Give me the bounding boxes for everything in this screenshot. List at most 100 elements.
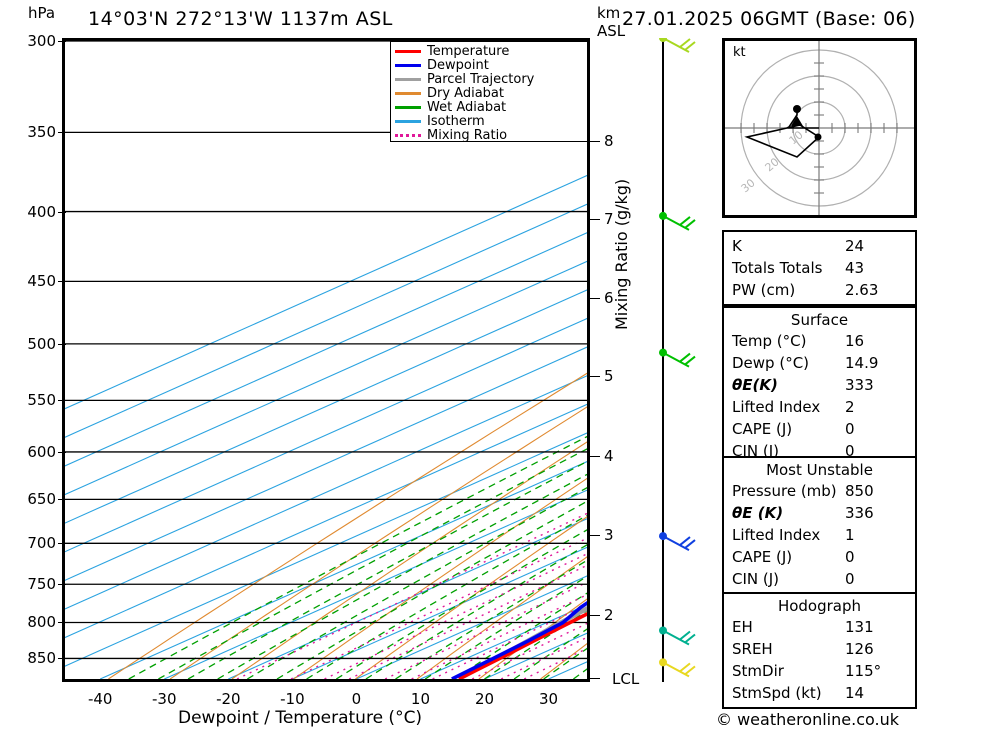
- hodograph-unit-label: kt: [733, 45, 746, 60]
- info-row-key: CIN (J): [732, 442, 780, 460]
- hodo-ring-label-30: 30: [739, 176, 758, 195]
- forecast-date-title: 27.01.2025 06GMT (Base: 06): [622, 8, 916, 30]
- isotherm--30: [164, 489, 587, 679]
- height-tick-mark: [590, 376, 600, 378]
- legend-swatch-icon: [395, 91, 421, 95]
- wind-barb-510hPa: [659, 348, 696, 368]
- info-row-key: θE(K): [732, 376, 778, 394]
- height-tick-label-4: 4: [604, 446, 614, 465]
- legend-item-label: Wet Adiabat: [427, 99, 507, 115]
- pressure-tick-label-300: 300: [27, 32, 56, 50]
- info-row: Dewp (°C) 14.9: [724, 352, 915, 374]
- isotherm--60: [65, 403, 587, 639]
- height-axis-unit-label: km: [597, 4, 621, 22]
- info-row-value: 24: [845, 237, 865, 255]
- wind-barb-815hPa: [659, 626, 696, 646]
- pressure-tick-label-750: 750: [27, 575, 56, 594]
- info-row-key: StmDir: [732, 662, 784, 680]
- temperature-tick-label-30: 30: [539, 690, 559, 708]
- info-row-value: 0: [845, 570, 855, 588]
- isotherm--80: [65, 346, 587, 581]
- info-row: PW (cm) 2.63: [724, 279, 915, 301]
- info-row: θE (K) 336: [724, 502, 915, 524]
- legend-swatch-icon: [395, 133, 421, 137]
- temperature-tick-label--30: -30: [152, 690, 177, 708]
- pressure-tick-mark: [58, 584, 66, 586]
- most-unstable-parcel-panel: Most Unstable Pressure (mb) 850 θE (K) 336 L…: [722, 456, 917, 595]
- info-row-value: 14.9: [845, 354, 879, 372]
- info-row-key: Temp (°C): [732, 332, 807, 350]
- info-row: SREH 126: [724, 638, 915, 660]
- height-tick-mark: [590, 218, 600, 220]
- legend-swatch-icon: [395, 63, 421, 67]
- temperature-tick-label--10: -10: [280, 690, 305, 708]
- info-row-key: Lifted Index: [732, 526, 821, 544]
- pressure-tick-mark: [58, 451, 66, 453]
- info-row-value: 131: [845, 618, 874, 636]
- legend-item-mixing-ratio: Mixing Ratio: [395, 128, 587, 142]
- pressure-tick-mark: [58, 132, 66, 134]
- info-row: StmSpd (kt) 14: [724, 682, 915, 704]
- legend-item-label: Parcel Trajectory: [427, 71, 535, 87]
- info-row: Lifted Index 1: [724, 524, 915, 546]
- info-row: CAPE (J) 0: [724, 418, 915, 440]
- info-row-value: 16: [845, 332, 865, 350]
- info-row: Lifted Index 2: [724, 396, 915, 418]
- lcl-label: LCL: [612, 670, 640, 688]
- height-axis-asl-label: ASL: [597, 22, 626, 40]
- info-row-key: Totals Totals: [732, 259, 823, 277]
- isotherm-0: [356, 575, 587, 679]
- info-row-value: 850: [845, 482, 874, 500]
- height-tick-label-3: 3: [604, 525, 614, 544]
- info-row-value: 14: [845, 684, 865, 702]
- pressure-tick-label-550: 550: [27, 391, 56, 410]
- info-row-value: 115°: [845, 662, 882, 680]
- copyright-notice: © weatheronline.co.uk: [716, 710, 899, 729]
- pressure-tick-mark: [58, 622, 66, 624]
- legend-item-temperature: Temperature: [395, 44, 587, 58]
- info-row: CAPE (J) 0: [724, 546, 915, 568]
- info-row-value: 333: [845, 376, 874, 394]
- pressure-tick-mark: [58, 499, 66, 501]
- info-row-key: θE (K): [732, 504, 784, 522]
- height-tick-label-8: 8: [604, 131, 614, 150]
- hodograph-trace: [744, 109, 821, 158]
- wind-barb-300hPa: [659, 34, 696, 53]
- info-row-key: CAPE (J): [732, 548, 793, 566]
- info-row-value: 43: [845, 259, 865, 277]
- info-row-value: 2.63: [845, 281, 879, 299]
- temperature-tick-label-0: 0: [351, 690, 362, 708]
- info-row-key: PW (cm): [732, 281, 796, 299]
- info-row-value: 2: [845, 398, 855, 416]
- pressure-tick-label-800: 800: [27, 613, 56, 632]
- isotherm--130: [65, 203, 587, 438]
- hodo-ring-label-20: 20: [763, 155, 782, 174]
- pressure-tick-label-600: 600: [27, 442, 56, 461]
- legend-item-label: Dewpoint: [427, 57, 489, 73]
- lcl-tick-mark: [590, 678, 600, 679]
- temperature-tick-label--20: -20: [216, 690, 241, 708]
- isotherm--40: [99, 461, 587, 679]
- info-row-value: 336: [845, 504, 874, 522]
- pressure-tick-mark: [58, 543, 66, 545]
- height-tick-label-6: 6: [604, 289, 614, 308]
- pressure-tick-mark: [58, 41, 66, 42]
- wind-barb-860hPa: [659, 658, 696, 678]
- pressure-tick-mark: [58, 658, 66, 660]
- info-row: K 24: [724, 235, 915, 257]
- isotherm--50: [65, 432, 587, 667]
- pressure-tick-label-850: 850: [27, 649, 56, 668]
- hodo-ring-label-10: 10: [787, 128, 806, 147]
- info-row-value: 0: [845, 442, 855, 460]
- info-row-value: 1: [845, 526, 855, 544]
- wind-barb-405hPa: [659, 211, 696, 231]
- info-row: CIN (J) 0: [724, 440, 915, 462]
- dewpoint-curve: [451, 600, 587, 679]
- info-row: Totals Totals 43: [724, 257, 915, 279]
- pressure-tick-mark: [58, 211, 66, 213]
- pressure-tick-mark: [58, 343, 66, 345]
- temperature-tick-label--40: -40: [87, 690, 113, 708]
- legend-swatch-icon: [395, 77, 421, 81]
- skewt-diagram: Temperature Dewpoint Parcel Trajectory Dry …: [62, 38, 590, 682]
